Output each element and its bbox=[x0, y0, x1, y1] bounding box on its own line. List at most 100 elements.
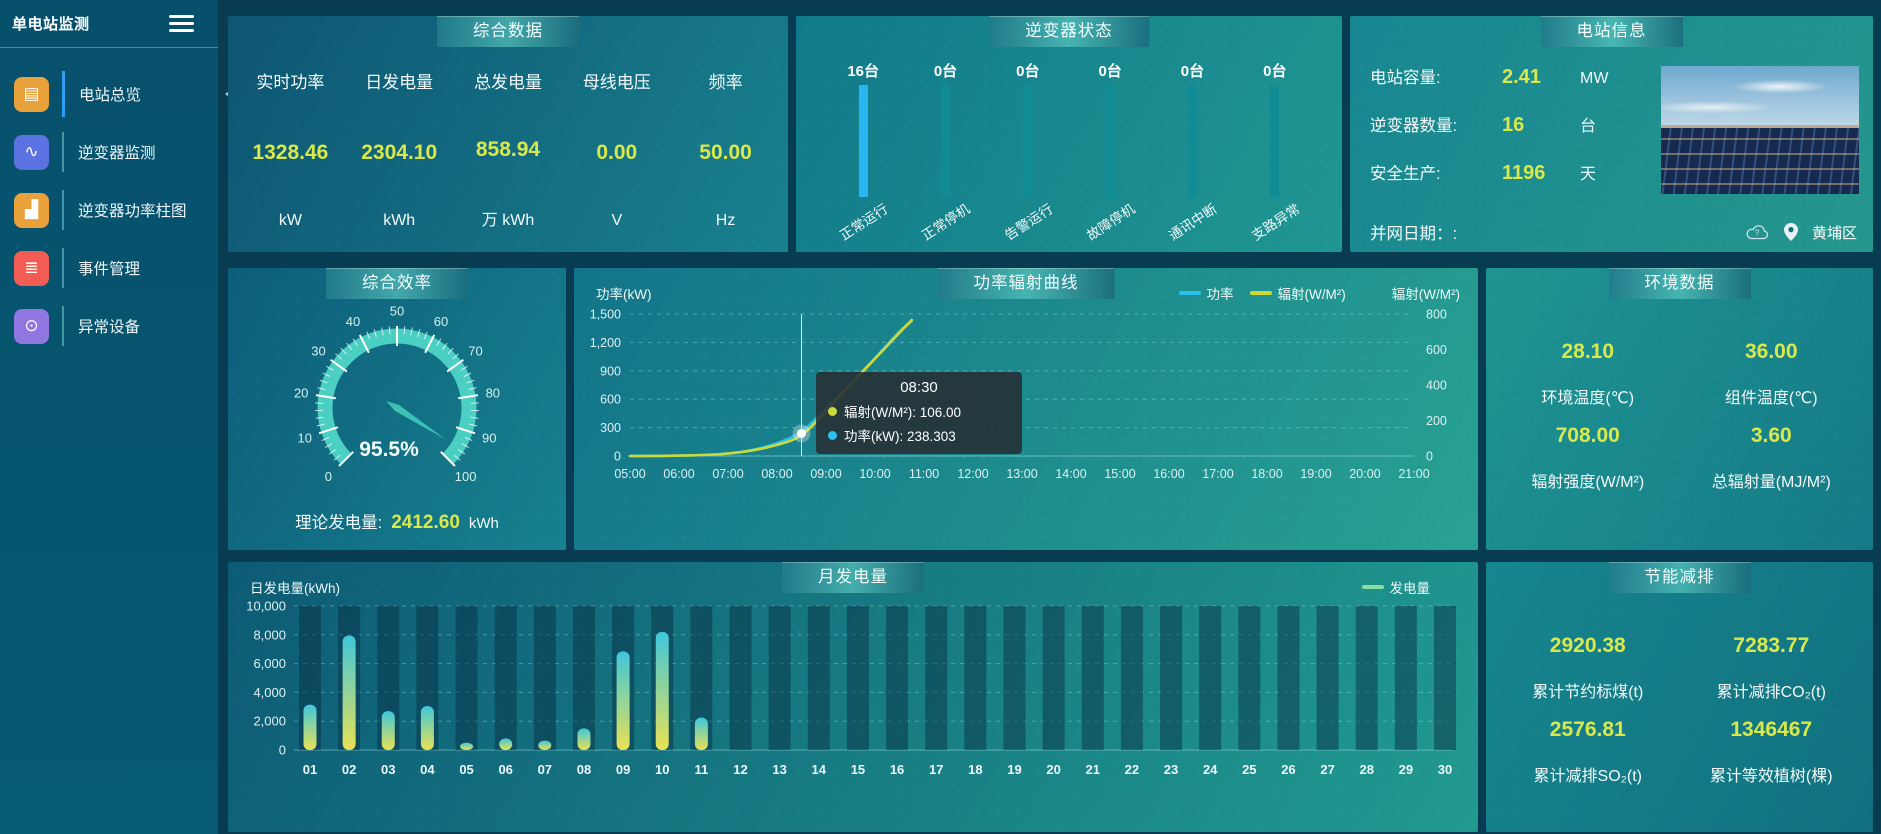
stat-co2-reduced: 7283.77 累计减排CO₂(t) bbox=[1716, 634, 1826, 701]
sidebar-item-inverter-monitor[interactable]: ∿ 逆变器监测 bbox=[0, 132, 218, 172]
svg-text:19: 19 bbox=[1007, 762, 1021, 777]
stat-ambient-temperature: 28.10 环境温度(℃) bbox=[1541, 340, 1635, 407]
svg-text:23: 23 bbox=[1164, 762, 1178, 777]
station-footer: 并网日期：: ? 黄埔区 bbox=[1370, 220, 1857, 244]
svg-text:03: 03 bbox=[381, 762, 395, 777]
svg-text:40: 40 bbox=[346, 314, 360, 329]
svg-text:16: 16 bbox=[890, 762, 904, 777]
divider bbox=[62, 248, 64, 288]
svg-text:10:00: 10:00 bbox=[859, 467, 890, 481]
svg-text:0: 0 bbox=[325, 469, 332, 484]
svg-text:28: 28 bbox=[1359, 762, 1373, 777]
svg-text:10: 10 bbox=[655, 762, 669, 777]
y-axis-name: 日发电量(kWh) bbox=[250, 581, 340, 596]
bar-day-03[interactable] bbox=[381, 711, 395, 750]
stat-coal-saved: 2920.38 累计节约标煤(t) bbox=[1532, 634, 1644, 701]
stat-total-radiation: 3.60 总辐射量(MJ/M²) bbox=[1711, 424, 1831, 491]
efficiency-gauge: 0 10 20 30 40 50 60 70 80 90 100 95.5% bbox=[294, 304, 500, 485]
gauge-needle bbox=[386, 400, 446, 440]
legend-radiation[interactable]: 辐射(W/M²) bbox=[1249, 283, 1346, 303]
bar-day-01[interactable] bbox=[303, 704, 317, 750]
bar-day-06[interactable] bbox=[499, 738, 513, 750]
inverter-status-normal-stopped: 0台 正常停机 bbox=[919, 63, 974, 244]
bar-day-09[interactable] bbox=[616, 651, 630, 750]
inverter-status-alarm-running: 0台 告警运行 bbox=[1001, 63, 1056, 244]
stat-radiation-intensity: 708.00 辐射强度(W/M²) bbox=[1531, 424, 1645, 491]
sidebar-item-inverter-power-bars[interactable]: ▟ 逆变器功率柱图 bbox=[0, 190, 218, 230]
svg-text:04: 04 bbox=[420, 762, 435, 777]
svg-text:30: 30 bbox=[311, 343, 325, 358]
panel-summary-data: 综合数据 实时功率 1328.46 kW 日发电量 2304.10 kWh 总发… bbox=[228, 16, 788, 252]
bar-day-10[interactable] bbox=[655, 631, 669, 750]
svg-text:50: 50 bbox=[390, 304, 404, 319]
panel-monthly-generation: 月发电量 日发电量(kWh) 发电量 0 2,000 4,000 6,000 8,000… bbox=[228, 562, 1478, 832]
svg-text:30: 30 bbox=[1438, 762, 1452, 777]
svg-text:100: 100 bbox=[455, 469, 477, 484]
photo-solar-panels bbox=[1661, 124, 1859, 194]
main-content: 综合数据 实时功率 1328.46 kW 日发电量 2304.10 kWh 总发… bbox=[218, 0, 1881, 834]
svg-text:60: 60 bbox=[434, 314, 448, 329]
menu-icon[interactable] bbox=[167, 9, 196, 39]
legend-generation[interactable]: 发电量 bbox=[1361, 577, 1430, 597]
svg-text:10,000: 10,000 bbox=[246, 599, 286, 614]
svg-text:17:00: 17:00 bbox=[1202, 467, 1233, 481]
svg-text:29: 29 bbox=[1399, 762, 1413, 777]
svg-text:19:00: 19:00 bbox=[1300, 467, 1331, 481]
bar-day-04[interactable] bbox=[420, 706, 434, 750]
svg-text:18:00: 18:00 bbox=[1251, 467, 1282, 481]
legend-power[interactable]: 功率 bbox=[1178, 283, 1234, 303]
sidebar-item-label: 电站总览 bbox=[79, 87, 142, 104]
bar-day-11[interactable] bbox=[694, 717, 708, 750]
sidebar-item-abnormal-devices[interactable]: ⊙ 异常设备 bbox=[0, 306, 218, 346]
panel-title: 月发电量 bbox=[782, 562, 924, 593]
power-radiation-chart[interactable]: 0 300 600 900 1,200 1,500 0 200 400 600 800 05:00 06… bbox=[574, 304, 1478, 512]
svg-text:1,500: 1,500 bbox=[590, 308, 621, 322]
svg-text:1,200: 1,200 bbox=[590, 336, 621, 350]
metric-bus-voltage: 母线电压 0.00 V bbox=[582, 73, 651, 229]
svg-text:15:00: 15:00 bbox=[1104, 467, 1135, 481]
metric-value: 2304.10 bbox=[361, 140, 438, 164]
svg-text:05:00: 05:00 bbox=[614, 467, 645, 481]
status-bar bbox=[1187, 85, 1197, 197]
metric-value: 1328.46 bbox=[252, 140, 329, 164]
metric-value: 50.00 bbox=[699, 140, 752, 164]
svg-text:14:00: 14:00 bbox=[1055, 467, 1086, 481]
inverter-status-fault-stopped: 0台 故障停机 bbox=[1084, 63, 1138, 244]
divider bbox=[62, 306, 64, 346]
bar-day-05[interactable] bbox=[460, 742, 474, 750]
svg-text:600: 600 bbox=[1426, 343, 1447, 357]
grid-connection-date: 并网日期：: bbox=[1370, 225, 1458, 243]
sidebar-item-event-management[interactable]: ≣ 事件管理 bbox=[0, 248, 218, 288]
abnormal-device-icon: ⊙ bbox=[14, 308, 49, 344]
svg-text:11: 11 bbox=[695, 762, 709, 777]
bar-day-02[interactable] bbox=[342, 635, 356, 750]
sidebar-item-station-overview[interactable]: ▤ 电站总览 bbox=[0, 71, 218, 117]
location-pin-icon[interactable] bbox=[1783, 223, 1798, 241]
panel-environment-data: 环境数据 28.10 环境温度(℃) 36.00 组件温度(℃) 708.00 … bbox=[1486, 268, 1873, 550]
bar-day-08[interactable] bbox=[577, 728, 591, 750]
power-chart-header: 功率(kW) 功率 辐射(W/M²) 辐射(W/M²) bbox=[596, 282, 1460, 304]
svg-text:07:00: 07:00 bbox=[712, 467, 743, 481]
svg-text:900: 900 bbox=[600, 364, 621, 378]
status-bar bbox=[940, 85, 950, 197]
weather-cloud-icon[interactable]: ? bbox=[1744, 224, 1770, 241]
svg-text:21: 21 bbox=[1086, 762, 1100, 777]
status-bar bbox=[1023, 85, 1033, 197]
svg-text:4,000: 4,000 bbox=[253, 685, 286, 700]
saving-stats: 2920.38 累计节约标煤(t) 7283.77 累计减排CO₂(t) 257… bbox=[1486, 634, 1873, 786]
inverter-status-comm-lost: 0台 通讯中断 bbox=[1166, 63, 1221, 244]
svg-text:12: 12 bbox=[733, 762, 747, 777]
monthly-chart-legend: 发电量 bbox=[1361, 577, 1430, 597]
svg-text:13: 13 bbox=[772, 762, 786, 777]
svg-text:13:00: 13:00 bbox=[1006, 467, 1037, 481]
bar-day-07[interactable] bbox=[538, 740, 552, 750]
panel-title: 综合效率 bbox=[326, 268, 468, 299]
metric-daily-generation: 日发电量 2304.10 kWh bbox=[361, 73, 438, 229]
monthly-generation-chart[interactable]: 0 2,000 4,000 6,000 8,000 10,000 01 02 03 04 05 06 0… bbox=[228, 598, 1478, 802]
stat-trees-equivalent: 1346467 累计等效植树(棵) bbox=[1709, 718, 1833, 785]
svg-text:06: 06 bbox=[498, 762, 512, 777]
svg-text:200: 200 bbox=[1426, 414, 1447, 428]
svg-text:400: 400 bbox=[1426, 379, 1447, 393]
svg-text:05: 05 bbox=[459, 762, 473, 777]
